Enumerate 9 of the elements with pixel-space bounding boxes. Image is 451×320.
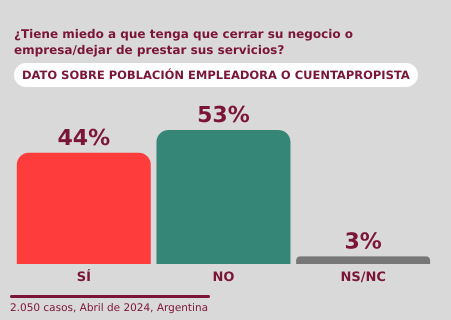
x-tick-label: NS/NC <box>340 270 386 286</box>
x-tick-label: NO <box>212 270 234 286</box>
data-label: 53% <box>197 103 250 128</box>
chart-title: ¿Tiene miedo a que tenga que cerrar su negocio o empresa/dejar de prestar sus servicios? <box>14 26 354 58</box>
chart-subtitle: DATO SOBRE POBLACIÓN EMPLEADORA O CUENTAPROPISTA <box>14 63 418 87</box>
x-tick-label: SÍ <box>76 268 92 286</box>
text: 2.050 casos, Abril de 2024, Argentina <box>10 302 208 314</box>
data-label: 44% <box>57 126 110 151</box>
data-label: 3% <box>344 229 382 254</box>
